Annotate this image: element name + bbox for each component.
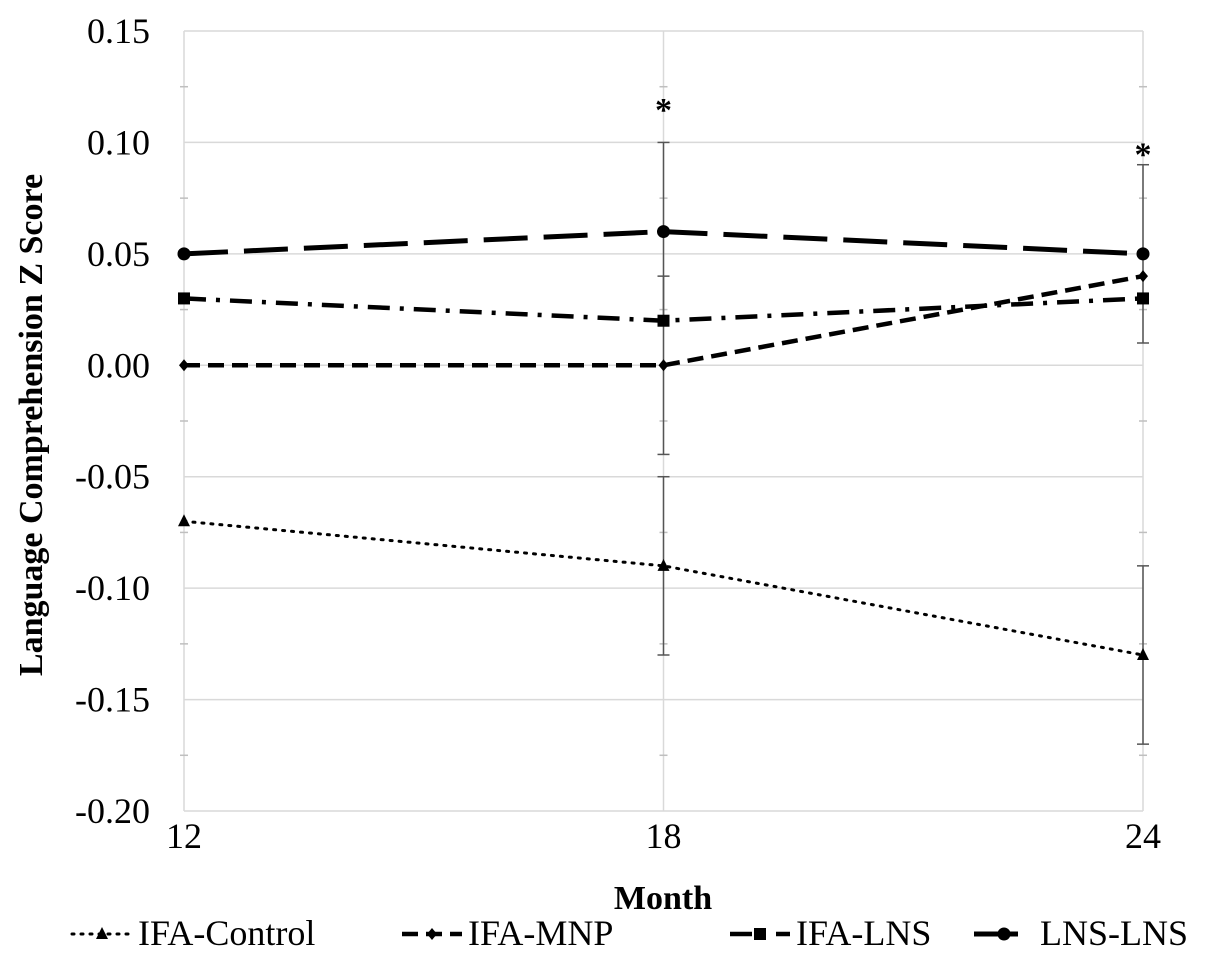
- marker-circle: [177, 247, 191, 261]
- y-tick-label: -0.20: [75, 791, 150, 831]
- series-line-ifa-control: [182, 519, 1145, 657]
- legend-item-lns-lns: LNS-LNS: [974, 913, 1188, 953]
- marker-triangle: [96, 927, 108, 939]
- significance-marker: *: [1135, 137, 1152, 174]
- legend-label: IFA-LNS: [796, 913, 931, 953]
- legend-item-ifa-mnp: IFA-MNP: [402, 913, 613, 953]
- y-tick-label: 0.10: [87, 122, 150, 162]
- legend: IFA-Control IFA-MNP IFA-LNS LNS-LNS: [70, 913, 1188, 953]
- legend-label: IFA-MNP: [468, 913, 613, 953]
- marker-triangle: [657, 558, 670, 571]
- annotations: **: [655, 92, 1152, 174]
- marker-square: [754, 928, 766, 940]
- x-tick-labels: 12 18 24: [166, 816, 1161, 856]
- marker-diamond: [1138, 270, 1148, 283]
- legend-item-ifa-control: IFA-Control: [70, 913, 315, 953]
- y-tick-label: 0.15: [87, 11, 150, 51]
- marker-circle: [1136, 247, 1150, 261]
- marker-diamond: [179, 359, 189, 372]
- significance-marker: *: [655, 92, 672, 129]
- y-tick-label: -0.05: [75, 457, 150, 497]
- marker-triangle: [1137, 648, 1149, 660]
- x-tick-label: 12: [166, 816, 202, 856]
- marker-triangle: [178, 514, 190, 527]
- marker-diamond: [658, 359, 669, 372]
- y-tick-label: 0.00: [87, 345, 150, 385]
- legend-label: LNS-LNS: [1040, 913, 1188, 953]
- y-tick-label: -0.10: [75, 568, 150, 608]
- series-lines: [177, 225, 1150, 660]
- marker-circle: [997, 927, 1011, 941]
- marker-diamond: [427, 928, 437, 940]
- x-tick-label: 18: [646, 816, 682, 856]
- legend-label: IFA-Control: [138, 913, 315, 953]
- y-axis-title: Language Comprehension Z Score: [13, 174, 50, 676]
- marker-square: [178, 292, 190, 305]
- y-tick-label: 0.05: [87, 234, 150, 274]
- x-axis-title: Month: [614, 880, 712, 917]
- marker-circle: [657, 225, 670, 239]
- marker-square: [657, 314, 670, 327]
- legend-item-ifa-lns: IFA-LNS: [730, 913, 931, 953]
- y-tick-labels: 0.15 0.10 0.05 0.00 -0.05 -0.10 -0.15 -0.20: [75, 11, 150, 831]
- y-tick-label: -0.15: [75, 680, 150, 720]
- marker-square: [1137, 292, 1149, 305]
- x-tick-label: 24: [1125, 816, 1161, 856]
